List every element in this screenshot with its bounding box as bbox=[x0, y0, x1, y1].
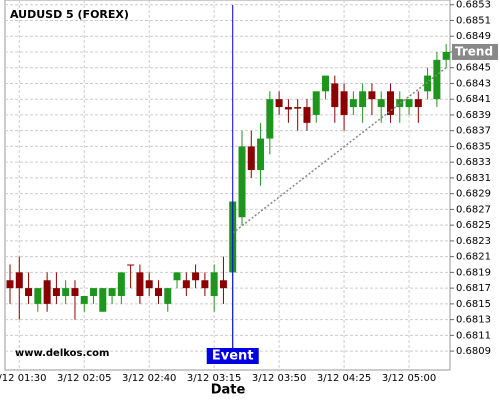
candle-body bbox=[52, 288, 60, 296]
y-tick-label: 0.6843 bbox=[456, 78, 491, 89]
y-tick-label: 0.6851 bbox=[456, 15, 491, 26]
candle-body bbox=[359, 91, 367, 108]
y-tick-label: 0.6813 bbox=[456, 315, 491, 326]
candle-body bbox=[90, 288, 98, 296]
y-tick-label: 0.6833 bbox=[456, 157, 491, 168]
candle-body bbox=[15, 272, 23, 289]
candle-body bbox=[6, 280, 14, 289]
y-tick-label: 0.6841 bbox=[456, 94, 491, 105]
x-tick-label: 3/12 03:15 bbox=[187, 373, 241, 384]
chart-title: AUDUSD 5 (FOREX) bbox=[10, 8, 129, 21]
y-tick-label: 0.6811 bbox=[456, 330, 491, 341]
y-tick-label: 0.6845 bbox=[456, 63, 491, 74]
trend-label-box bbox=[452, 43, 498, 60]
watermark: www.delkos.com bbox=[15, 348, 109, 359]
y-tick-label: 0.6829 bbox=[456, 189, 491, 200]
candle-body bbox=[219, 280, 227, 289]
candle-body bbox=[424, 75, 432, 92]
candle-body bbox=[201, 280, 209, 289]
candle-body bbox=[34, 288, 42, 304]
candle-body bbox=[117, 272, 125, 296]
y-tick-label: 0.6839 bbox=[456, 110, 491, 121]
candle-body bbox=[405, 99, 413, 108]
y-tick-label: 0.6827 bbox=[456, 204, 491, 215]
y-tick-label: 0.6815 bbox=[456, 299, 491, 310]
x-tick-label: 3/12 02:05 bbox=[57, 373, 111, 384]
candle-body bbox=[377, 99, 385, 108]
candle-body bbox=[154, 288, 162, 296]
candle-body bbox=[99, 288, 107, 312]
y-tick-label: 0.6849 bbox=[456, 31, 491, 42]
x-tick-label: 3/12 04:25 bbox=[317, 373, 371, 384]
y-tick-label: 0.6837 bbox=[456, 126, 491, 137]
event-label: Event bbox=[212, 349, 254, 364]
candle-body bbox=[322, 75, 330, 92]
candle-body bbox=[414, 99, 422, 108]
x-tick-label: 3/12 03:50 bbox=[252, 373, 306, 384]
candle-body bbox=[145, 280, 153, 289]
trend-label: Trend bbox=[455, 44, 493, 58]
candle-body bbox=[71, 288, 79, 296]
candle-body bbox=[331, 83, 339, 108]
x-axis-label: Date bbox=[211, 383, 246, 398]
candle-body bbox=[340, 91, 348, 115]
candle-body bbox=[349, 99, 357, 108]
y-tick-label: 0.6831 bbox=[456, 173, 491, 184]
candle-body bbox=[127, 264, 135, 266]
candle-body bbox=[294, 107, 302, 109]
candle-body bbox=[62, 288, 70, 296]
candle-body bbox=[210, 272, 218, 296]
candle-body bbox=[257, 138, 265, 171]
event-label-box bbox=[206, 348, 259, 364]
candle-body bbox=[433, 59, 441, 100]
candle-body bbox=[173, 272, 181, 281]
candle-body bbox=[108, 288, 116, 296]
candle-body bbox=[25, 288, 33, 296]
candle-body bbox=[266, 99, 274, 139]
y-tick-label: 0.6823 bbox=[456, 236, 491, 247]
trend-line bbox=[232, 67, 447, 234]
candle-body bbox=[247, 146, 255, 171]
x-tick-label: 3/12 02:40 bbox=[122, 373, 176, 384]
y-tick-label: 0.6819 bbox=[456, 267, 491, 278]
y-tick-label: 0.6835 bbox=[456, 141, 491, 152]
candle-body bbox=[312, 91, 320, 115]
candle-body bbox=[164, 288, 172, 304]
candle-body bbox=[80, 296, 88, 304]
candle-body bbox=[386, 91, 394, 115]
plot-area bbox=[4, 0, 451, 371]
candle-body bbox=[396, 99, 404, 108]
candle-body bbox=[182, 280, 190, 289]
candle-body bbox=[284, 107, 292, 110]
candle-body bbox=[192, 272, 200, 281]
candle-body bbox=[303, 107, 311, 123]
y-tick-label: 0.6853 bbox=[456, 0, 491, 11]
y-tick-label: 0.6809 bbox=[456, 346, 491, 357]
candle-body bbox=[275, 99, 283, 108]
candle-body bbox=[43, 280, 51, 304]
x-tick-label: 3/12 01:30 bbox=[0, 373, 47, 384]
candle-body bbox=[368, 91, 376, 100]
candle-body bbox=[136, 272, 144, 296]
y-tick-label: 0.6817 bbox=[456, 283, 491, 294]
y-tick-label: 0.6825 bbox=[456, 220, 491, 231]
x-tick-label: 3/12 05:00 bbox=[382, 373, 436, 384]
y-tick-label: 0.6821 bbox=[456, 252, 491, 263]
candle-body bbox=[238, 146, 246, 218]
candle-body bbox=[442, 51, 450, 60]
